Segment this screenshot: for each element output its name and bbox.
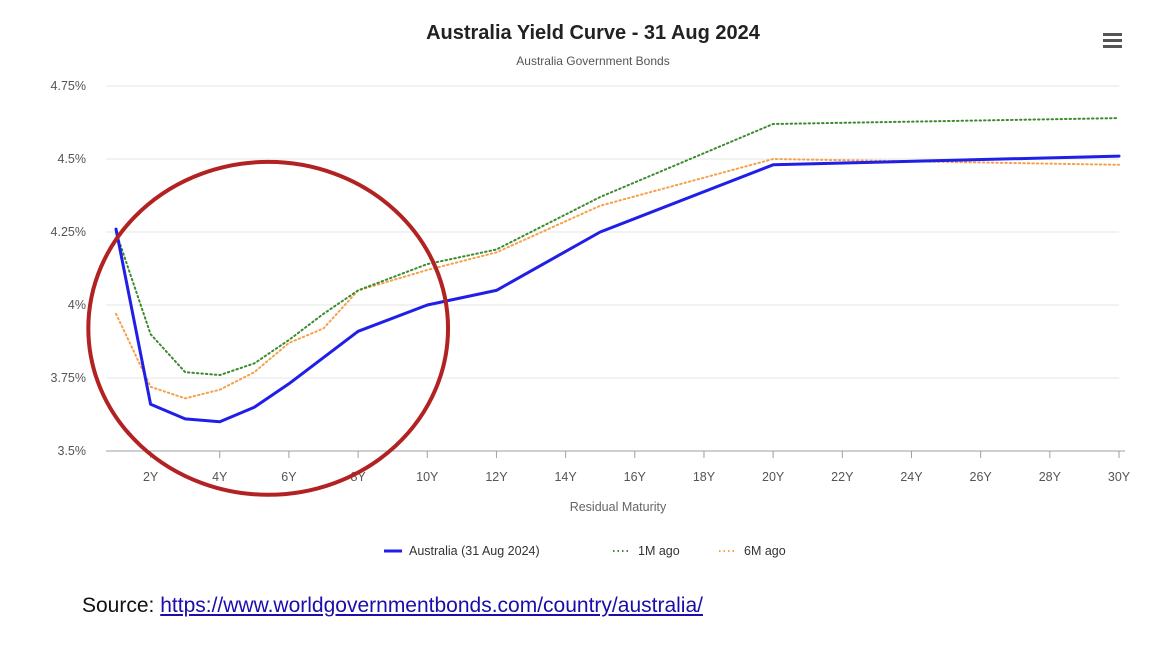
x-tick-label: 10Y [416, 470, 439, 484]
y-tick-label: 3.5% [58, 444, 87, 458]
y-tick-label: 4.75% [51, 79, 86, 93]
legend-label: 1M ago [638, 544, 680, 558]
hamburger-menu-icon[interactable] [1100, 29, 1124, 51]
y-tick-label: 4.5% [58, 152, 87, 166]
x-tick-label: 20Y [762, 470, 785, 484]
series-lines [114, 117, 1121, 424]
x-tick-label: 16Y [624, 470, 647, 484]
x-axis-title: Residual Maturity [570, 500, 667, 514]
grid-lines [106, 85, 1119, 379]
chart-title: Australia Yield Curve - 31 Aug 2024 [426, 22, 761, 44]
source-link[interactable]: https://www.worldgovernmentbonds.com/cou… [160, 594, 703, 617]
legend-label: Australia (31 Aug 2024) [409, 544, 540, 558]
source-line: Source: https://www.worldgovernmentbonds… [82, 594, 703, 618]
y-tick-label: 4% [68, 298, 86, 312]
x-tick-label: 14Y [554, 470, 577, 484]
y-axis-ticks: 3.5% 3.75% 4% 4.25% 4.5% 4.75% [51, 79, 86, 458]
x-tick-label: 28Y [1039, 470, 1062, 484]
x-tick-label: 6Y [281, 470, 297, 484]
x-tick-label: 2Y [143, 470, 159, 484]
y-tick-label: 4.25% [51, 225, 86, 239]
highlight-ellipse [86, 159, 451, 497]
source-label: Source: [82, 594, 155, 617]
x-tick-label: 4Y [212, 470, 228, 484]
series-line-1 [115, 117, 1120, 377]
y-tick-label: 3.75% [51, 371, 86, 385]
yield-curve-chart: Australia Yield Curve - 31 Aug 2024 Aust… [51, 22, 1131, 558]
x-axis-ticks: 2Y 4Y 6Y 8Y 10Y 12Y 14Y 16Y 18Y 20Y 22Y 24Y 26Y 28Y 30… [143, 451, 1131, 484]
chart-subtitle: Australia Government Bonds [516, 54, 669, 68]
x-tick-label: 22Y [831, 470, 854, 484]
series-line-0 [114, 154, 1121, 424]
x-tick-label: 26Y [970, 470, 993, 484]
x-tick-label: 12Y [485, 470, 508, 484]
x-tick-label: 24Y [900, 470, 923, 484]
legend-label: 6M ago [744, 544, 786, 558]
x-tick-label: 30Y [1108, 470, 1131, 484]
x-tick-label: 18Y [693, 470, 716, 484]
annotation-ellipse [86, 159, 451, 497]
series-line-2 [115, 158, 1120, 400]
legend: Australia (31 Aug 2024) 1M ago 6M ago [384, 544, 786, 558]
